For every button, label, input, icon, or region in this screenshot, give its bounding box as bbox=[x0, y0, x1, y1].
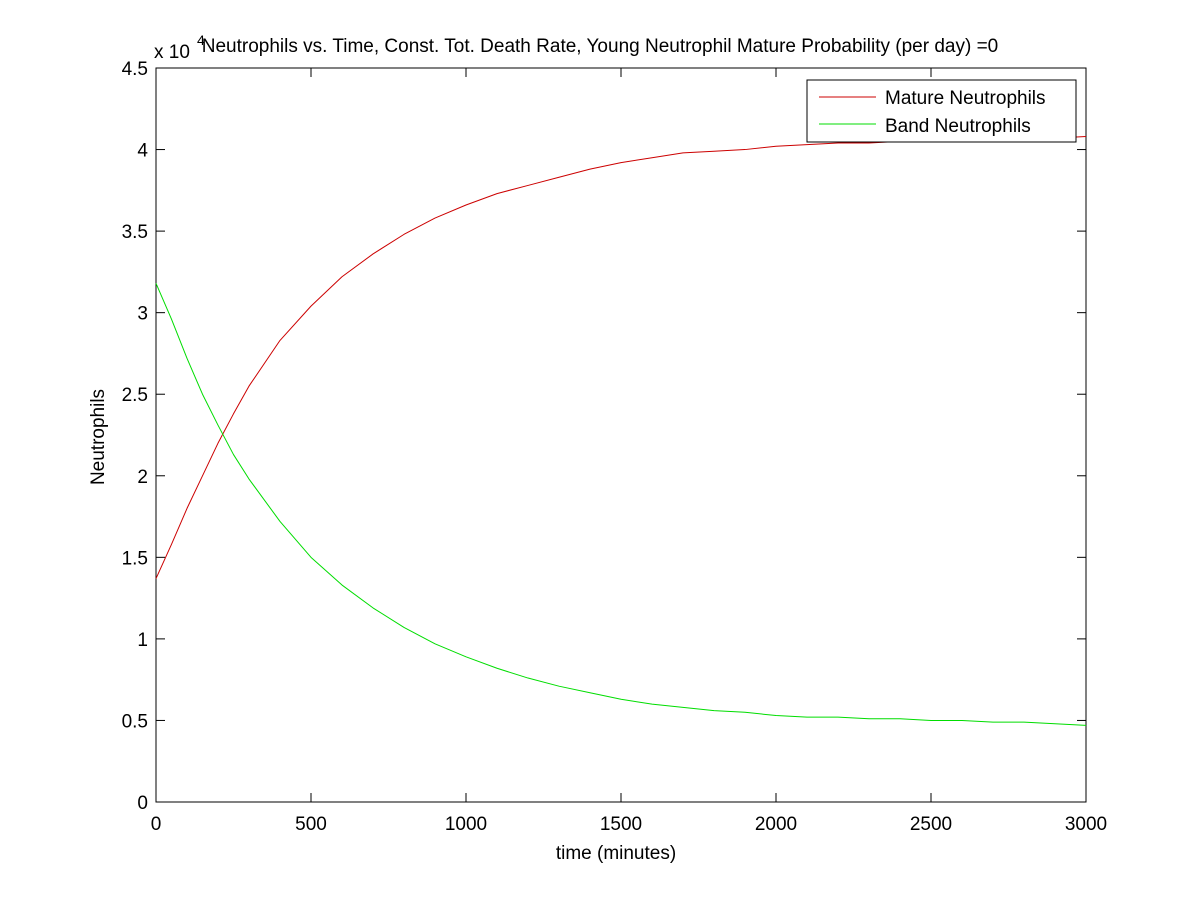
y-tick-label: 1.5 bbox=[122, 548, 148, 569]
x-tick-label: 500 bbox=[295, 814, 327, 835]
ticks-layer: 0 500 1000 1500 2000 2500 3000 0 0.5 1 1.5 2 2.5 3 3.5… bbox=[122, 59, 1108, 835]
y-tick-label: 2.5 bbox=[122, 385, 148, 406]
y-tick-label: 3 bbox=[137, 304, 148, 325]
axes-box bbox=[155, 67, 1087, 803]
legend: Mature Neutrophils Band Neutrophils bbox=[806, 79, 1077, 143]
y-exponent-power: 4 bbox=[197, 32, 205, 48]
plot-area: 0 500 1000 1500 2000 2500 3000 0 0.5 1 1.5 2 2.5 3 3.5… bbox=[122, 59, 1108, 835]
chart-title: Neutrophils vs. Time, Const. Tot. Death … bbox=[202, 36, 998, 57]
series-line-band-neutrophils bbox=[155, 283, 1087, 726]
y-tick-label: 0.5 bbox=[122, 711, 148, 732]
y-exponent-label: x 10 bbox=[154, 42, 190, 63]
x-tick-label: 3000 bbox=[1065, 814, 1107, 835]
x-axis-label: time (minutes) bbox=[556, 843, 676, 864]
legend-box bbox=[806, 79, 1077, 143]
y-tick-label: 1 bbox=[137, 630, 148, 651]
y-tick-label: 4.5 bbox=[122, 59, 148, 80]
x-tick-label: 1500 bbox=[600, 814, 642, 835]
y-axis-label: Neutrophils bbox=[88, 389, 109, 485]
y-tick-label: 2 bbox=[137, 467, 148, 488]
x-tick-label: 2000 bbox=[755, 814, 797, 835]
x-tick-label: 1000 bbox=[445, 814, 487, 835]
y-tick-label: 0 bbox=[137, 793, 148, 814]
legend-label-band: Band Neutrophils bbox=[885, 116, 1031, 137]
legend-label-mature: Mature Neutrophils bbox=[885, 88, 1046, 109]
y-tick-label: 4 bbox=[137, 141, 148, 162]
x-tick-label: 0 bbox=[151, 814, 162, 835]
x-tick-label: 2500 bbox=[910, 814, 952, 835]
y-tick-label: 3.5 bbox=[122, 222, 148, 243]
